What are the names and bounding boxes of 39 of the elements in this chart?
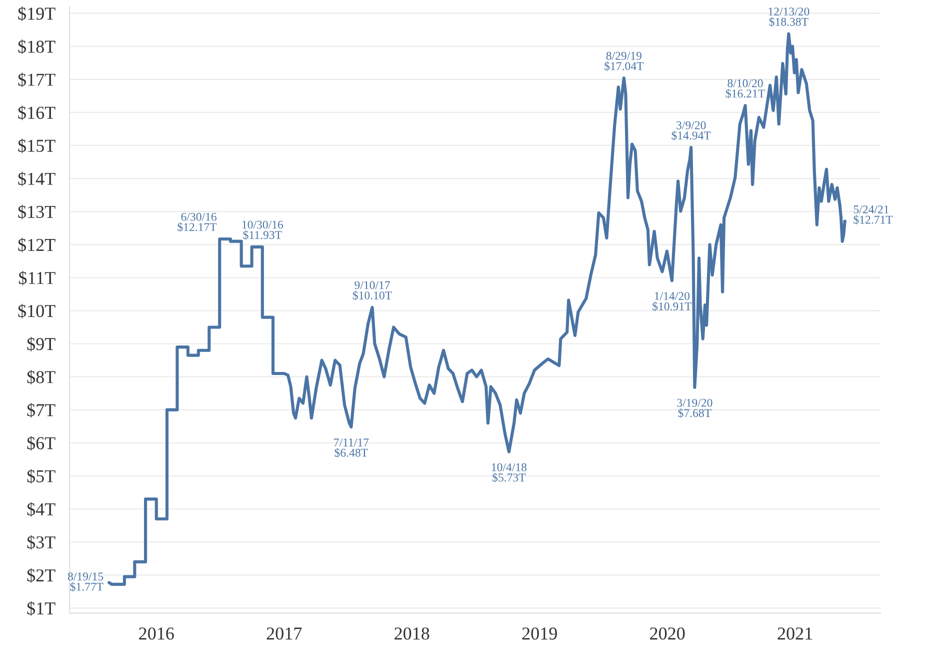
line-series (108, 32, 846, 586)
x-tick-label: 2020 (650, 627, 685, 640)
y-tick-label: $17T (18, 72, 56, 88)
y-tick-label: $4T (27, 502, 56, 517)
y-tick-label: $8T (27, 370, 56, 384)
x-tick-label: 2019 (522, 627, 557, 640)
y-tick-label: $18T (18, 40, 56, 54)
y-tick-label: $16T (18, 106, 56, 120)
annotation: 6/30/16 $12.17T (178, 212, 217, 232)
annotation: 10/30/16 $11.93T (242, 220, 284, 240)
annotation: 9/10/17 $10.10T (352, 281, 392, 300)
annotation: 8/29/19 $17.04T (604, 52, 644, 71)
x-tick-label: 2018 (394, 627, 430, 640)
y-tick-label: $6T (27, 436, 56, 451)
y-tick-label: $15T (18, 138, 56, 154)
y-tick-label: $3T (27, 535, 56, 550)
annotation: 8/19/15 $1.77T (68, 572, 104, 592)
y-tick-label: $9T (27, 336, 56, 352)
annotation: 5/24/21 $12.71T (854, 205, 893, 224)
y-tick-label: $13T (18, 204, 56, 220)
y-tick-label: $19T (18, 6, 56, 21)
y-tick-label: $10T (18, 304, 56, 318)
annotation: 1/14/20 $10.91T (652, 292, 692, 312)
y-tick-label: $11T (18, 270, 56, 286)
x-tick-label: 2017 (266, 627, 302, 640)
annotation: 12/13/20 $18.38T (768, 8, 810, 27)
y-tick-label: $14T (18, 172, 56, 186)
annotation: 8/10/20 $16.21T (726, 79, 765, 98)
y-tick-label: $5T (27, 469, 56, 484)
y-tick-label: $7T (27, 403, 56, 418)
x-tick-label: 2021 (778, 627, 812, 640)
y-tick-label: $12T (18, 238, 56, 252)
annotation: 3/9/20 $14.94T (672, 121, 711, 140)
annotation: 7/11/17 $6.48T (334, 438, 369, 458)
annotation: 10/4/18 $5.73T (492, 463, 527, 482)
x-tick-label: 2016 (139, 627, 174, 640)
y-tick-label: $2T (27, 568, 56, 583)
y-tick-label: $1T (27, 601, 56, 616)
annotation: 3/19/20 $7.68T (677, 398, 712, 418)
